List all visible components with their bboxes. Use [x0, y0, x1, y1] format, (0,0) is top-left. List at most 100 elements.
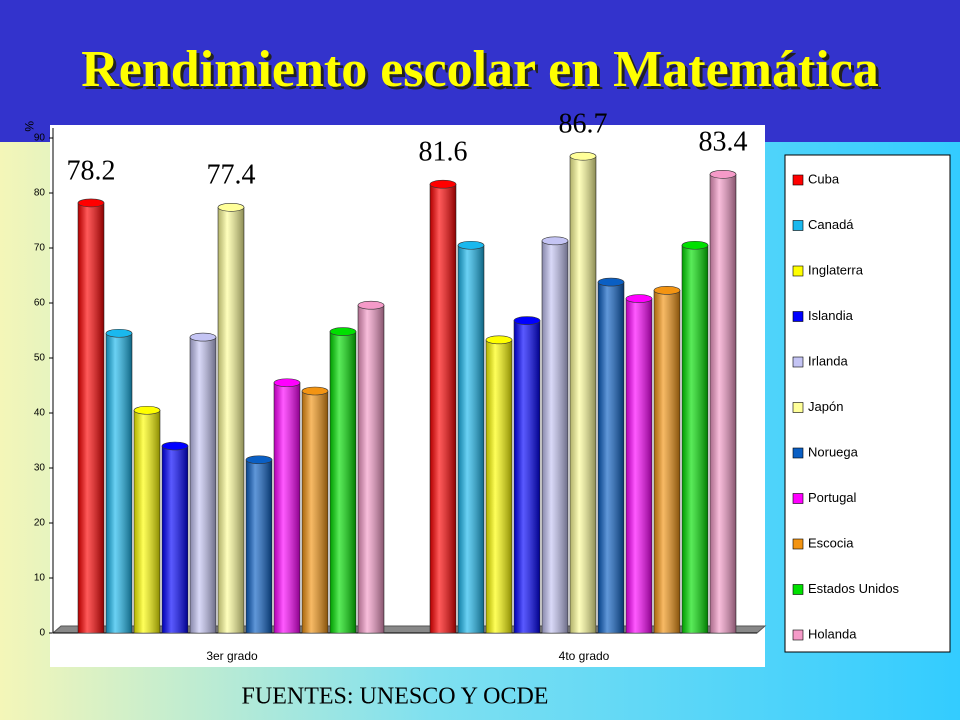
legend-swatch — [792, 584, 804, 595]
bar-group — [189, 332, 217, 634]
bar-group — [245, 455, 273, 634]
bar-group — [161, 441, 189, 634]
bar-group — [77, 198, 105, 634]
y-tick-label: 20 — [34, 518, 46, 529]
y-tick-label: 10 — [34, 573, 46, 584]
bar-cap — [105, 328, 133, 338]
bar-cap — [541, 236, 569, 246]
bar-shade — [682, 245, 708, 633]
legend-swatch — [792, 174, 804, 186]
legend-swatch — [792, 265, 804, 277]
y-tick-label: 50 — [34, 353, 46, 364]
y-tick-label: 90 — [34, 133, 46, 144]
bar-cap — [301, 386, 329, 396]
bar-shade — [330, 331, 356, 633]
bar-group — [133, 405, 161, 634]
bar-shade — [626, 298, 652, 633]
bar-shade — [162, 446, 188, 633]
x-tick-label: 4to grado — [559, 649, 610, 663]
y-tick-label: 0 — [39, 628, 45, 639]
bar-group — [625, 294, 653, 634]
y-tick-label: 60 — [34, 298, 46, 309]
title-band — [0, 0, 960, 142]
legend-label: Holanda — [808, 626, 857, 641]
bar-cap — [357, 300, 385, 310]
legend-swatch — [792, 311, 804, 322]
data-label: 77.4 — [207, 160, 256, 191]
bar-cap — [429, 179, 457, 189]
bar-cap — [329, 327, 357, 336]
bar-cap — [245, 455, 273, 465]
legend-swatch — [792, 447, 804, 459]
legend-label: Islandia — [808, 308, 854, 323]
bar-group — [429, 179, 457, 634]
bar-cap — [217, 203, 245, 212]
legend-label: Escocia — [808, 535, 854, 550]
data-label: 83.4 — [699, 127, 748, 158]
legend-label: Canadá — [808, 217, 854, 232]
legend-swatch — [792, 220, 804, 231]
bar-shade — [570, 156, 596, 633]
bar-group — [457, 240, 485, 634]
bar-shade — [218, 207, 244, 634]
legend-swatch — [792, 493, 804, 504]
y-tick-label: 70 — [34, 243, 46, 254]
bar-shade — [710, 174, 736, 634]
bar-shade — [542, 240, 568, 633]
bar-cap — [77, 198, 105, 208]
bar-group — [105, 328, 133, 634]
bar-group — [681, 240, 709, 634]
bar-shade — [514, 320, 540, 633]
legend-label: Inglaterra — [808, 262, 864, 277]
bar-group — [301, 386, 329, 634]
legend-swatch — [792, 538, 804, 550]
bar-cap — [625, 294, 653, 303]
bar-cap — [653, 286, 681, 295]
y-tick-label: 30 — [34, 463, 46, 474]
bar-cap — [133, 405, 161, 415]
bar-cap — [681, 240, 709, 250]
legend — [784, 154, 951, 653]
chart-title: Rendimiento escolar en Matemática — [81, 41, 879, 98]
bar-cap — [569, 151, 597, 161]
data-label: 86.7 — [559, 109, 608, 140]
legend-label: Irlanda — [808, 353, 849, 368]
legend-swatch — [792, 402, 804, 413]
legend-label: Cuba — [808, 171, 840, 186]
y-axis-label: % — [22, 121, 36, 132]
bar-cap — [457, 240, 485, 250]
title-shadow: Rendimiento escolar en Matemática — [84, 44, 882, 101]
bar-group — [653, 286, 681, 634]
bar-group — [217, 203, 245, 634]
bar-cap — [513, 316, 541, 325]
bar-shade — [134, 410, 160, 633]
bar-shade — [302, 391, 328, 633]
bar-cap — [161, 441, 189, 451]
data-label: 78.2 — [67, 155, 116, 186]
bar-cap — [709, 170, 737, 179]
bar-group — [273, 378, 301, 634]
bar-group — [541, 236, 569, 634]
legend-label: Estados Unidos — [808, 581, 900, 596]
bar-cap — [485, 335, 513, 345]
bar-shade — [430, 184, 456, 633]
source: FUENTES: UNESCO Y OCDE — [242, 684, 549, 710]
bar-shade — [274, 382, 300, 633]
x-tick-label: 3er grado — [206, 649, 258, 663]
y-tick-label: 80 — [34, 188, 46, 199]
bar-shade — [106, 333, 132, 633]
bar-group — [485, 335, 513, 634]
legend-swatch — [792, 629, 804, 641]
legend-label: Japón — [808, 399, 843, 414]
bar-shade — [654, 290, 680, 633]
bar-cap — [189, 332, 217, 342]
bar-group — [329, 327, 357, 634]
y-tick-label: 40 — [34, 408, 46, 419]
bar-shade — [78, 202, 104, 633]
bar-shade — [598, 282, 624, 633]
bar-group — [597, 277, 625, 634]
legend-label: Noruega — [808, 444, 859, 459]
bar-cap — [597, 277, 625, 287]
bar-shade — [458, 245, 484, 633]
